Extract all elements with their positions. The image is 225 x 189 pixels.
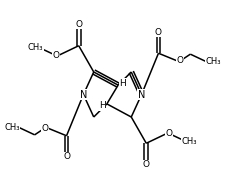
Text: N: N [138,90,145,99]
Text: O: O [53,51,60,60]
Text: O: O [165,129,172,138]
Text: O: O [143,160,150,169]
Text: O: O [63,153,70,161]
Text: N: N [80,90,87,99]
Text: O: O [75,20,82,29]
Text: H: H [119,79,126,88]
Text: CH₃: CH₃ [28,43,43,52]
Text: O: O [177,56,184,65]
Text: CH₃: CH₃ [4,123,20,132]
Text: H: H [99,101,106,110]
Text: CH₃: CH₃ [182,137,197,146]
Text: O: O [41,124,48,133]
Text: O: O [155,28,162,36]
Text: CH₃: CH₃ [205,57,221,66]
